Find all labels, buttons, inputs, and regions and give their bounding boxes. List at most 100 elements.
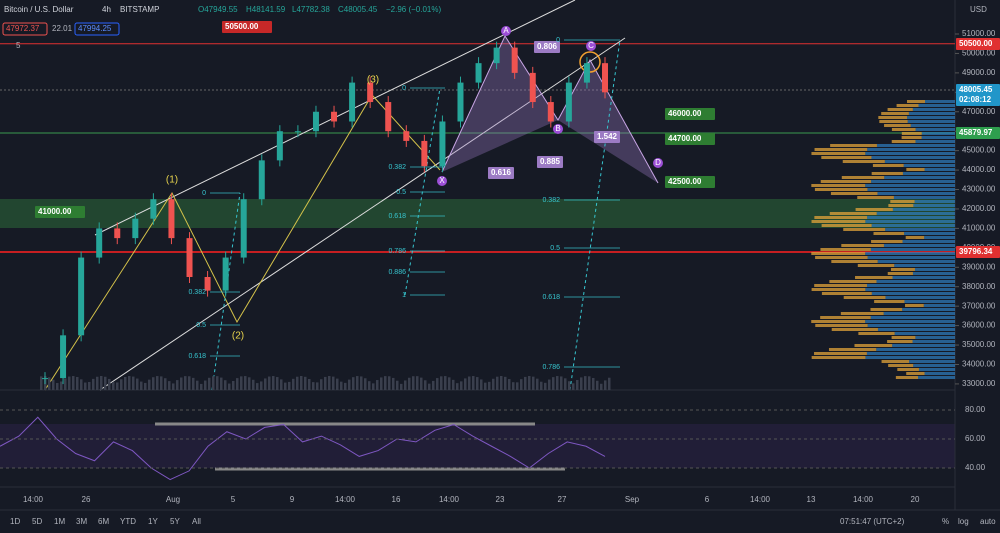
volume-bar: [68, 376, 71, 390]
volume-bar: [272, 376, 275, 390]
volume-profile: [890, 268, 915, 271]
volume-bar: [488, 381, 491, 390]
volume-profile: [866, 284, 955, 287]
volume-profile: [858, 332, 895, 335]
elliott-waves: [44, 94, 441, 391]
time-label: 23: [496, 495, 505, 504]
time-label: 9: [290, 495, 295, 504]
pattern-ratio: 0.616: [491, 168, 512, 177]
volume-profile: [820, 316, 871, 319]
volume-profile: [907, 120, 955, 123]
volume-profile: [923, 304, 955, 307]
volume-bar: [128, 376, 131, 390]
candle: [547, 102, 554, 122]
volume-bar: [232, 380, 235, 390]
range-button[interactable]: 1D: [10, 517, 20, 526]
candle: [493, 47, 500, 64]
volume-bar: [348, 379, 351, 390]
volume-profile: [915, 140, 955, 143]
volume-bar: [392, 377, 395, 390]
volume-bar: [216, 376, 219, 390]
wave-label: (3): [367, 75, 379, 86]
volume-bar: [256, 383, 259, 390]
volume-bar: [352, 377, 355, 390]
range-button[interactable]: 5Y: [170, 517, 180, 526]
range-button[interactable]: 1Y: [148, 517, 158, 526]
range-button[interactable]: 6M: [98, 517, 109, 526]
scale-option[interactable]: %: [942, 517, 949, 526]
fib-label: 0: [402, 85, 406, 92]
volume-profile: [811, 288, 866, 291]
volume-profile: [912, 108, 955, 111]
volume-bar: [588, 376, 591, 390]
volume-profile: [912, 340, 955, 343]
ask-box: [74, 22, 120, 36]
volume-bar: [496, 376, 499, 390]
volume-profile: [841, 176, 885, 179]
candle: [168, 199, 175, 239]
volume-profile: [865, 288, 955, 291]
volume-bar: [268, 376, 271, 390]
volume-profile: [905, 236, 925, 239]
time-label: 26: [82, 495, 91, 504]
price-tick-label: 37000.00: [962, 301, 996, 310]
fib-label: 0.786: [542, 364, 560, 371]
volume-profile: [901, 132, 922, 135]
pattern-point: C: [588, 41, 594, 50]
pattern-point: B: [555, 124, 560, 133]
time-label: 6: [705, 495, 710, 504]
fib-label: 0.382: [542, 197, 560, 204]
volume-profile: [829, 280, 877, 283]
volume-profile: [877, 328, 955, 331]
harmonic-xab: [442, 36, 558, 172]
pattern-point-box: [501, 26, 511, 36]
candle: [132, 218, 139, 239]
volume-bar: [300, 376, 303, 390]
fib-label: 0.382: [388, 164, 406, 171]
candle: [114, 228, 121, 239]
range-button[interactable]: All: [192, 517, 201, 526]
volume-bar: [176, 380, 179, 390]
time-label: 14:00: [335, 495, 356, 504]
candle: [349, 82, 356, 122]
volume-profile: [830, 192, 878, 195]
volume-bar: [160, 376, 163, 390]
fib-label: 0.5: [396, 189, 406, 196]
range-button[interactable]: 5D: [32, 517, 42, 526]
time-label: 16: [392, 495, 401, 504]
volume-bar: [96, 376, 99, 390]
candle: [96, 228, 103, 258]
axis-support: 39796.34: [959, 247, 993, 256]
volume-bar: [436, 378, 439, 390]
volume-profile: [811, 220, 866, 223]
scale-option[interactable]: log: [958, 517, 969, 526]
volume-bar: [408, 377, 411, 390]
volume-bar: [88, 381, 91, 390]
fib-label: 0: [556, 37, 560, 44]
pattern-ratio: 0.806: [537, 42, 558, 51]
volume-profile: [814, 352, 867, 355]
wave-label: (2): [232, 331, 244, 342]
candle: [312, 111, 319, 132]
volume-bar: [132, 376, 135, 390]
volume-bar: [312, 382, 315, 390]
volume-bar: [440, 376, 443, 390]
volume-profile: [878, 116, 908, 119]
volume-profile: [913, 204, 955, 207]
volume-profile: [814, 188, 868, 191]
range-button[interactable]: YTD: [120, 517, 136, 526]
volume-bar: [164, 378, 167, 390]
volume-bar: [224, 380, 227, 390]
volume-profile: [876, 212, 955, 215]
volume-profile: [883, 244, 955, 247]
range-button[interactable]: 3M: [76, 517, 87, 526]
pattern-ratio-box: [534, 41, 560, 53]
scale-option[interactable]: auto: [980, 517, 996, 526]
volume-bar: [432, 380, 435, 390]
volume-bar: [520, 379, 523, 390]
volume-bar: [172, 383, 175, 390]
volume-profile: [854, 344, 893, 347]
bid: 47972.37: [6, 24, 40, 33]
price-tick-label: 50000.00: [962, 49, 996, 58]
range-button[interactable]: 1M: [54, 517, 65, 526]
